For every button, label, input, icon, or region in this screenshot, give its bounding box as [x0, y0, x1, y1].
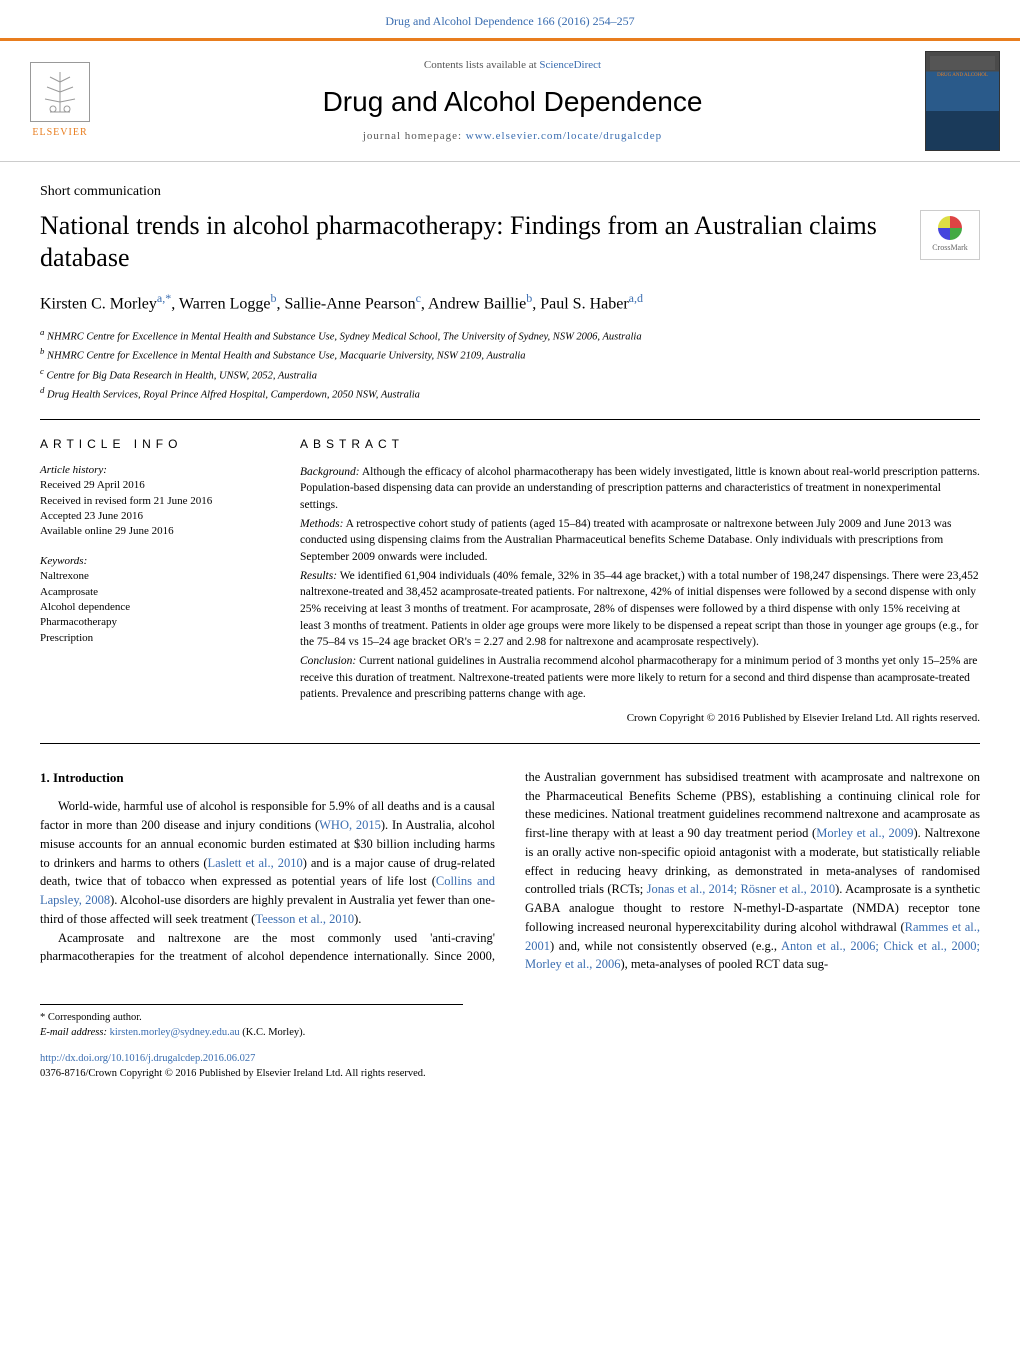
- abstract-section: Conclusion: Current national guidelines …: [300, 653, 980, 703]
- abstract-section: Methods: A retrospective cohort study of…: [300, 516, 980, 566]
- keyword-item: Pharmacotherapy: [40, 615, 260, 630]
- author-email-link[interactable]: kirsten.morley@sydney.edu.au: [110, 1027, 240, 1038]
- ref-jonas-rosner[interactable]: Jonas et al., 2014; Rösner et al., 2010: [647, 882, 836, 896]
- ref-morley-2009[interactable]: Morley et al., 2009: [816, 826, 913, 840]
- affiliation-line: a NHMRC Centre for Excellence in Mental …: [40, 326, 980, 345]
- author-affil-sup: a,*: [157, 291, 171, 305]
- abstract-section: Results: We identified 61,904 individual…: [300, 568, 980, 651]
- ref-who-2015[interactable]: WHO, 2015: [319, 818, 381, 832]
- author-name: Andrew Baillie: [428, 295, 526, 312]
- keyword-item: Alcohol dependence: [40, 600, 260, 615]
- author-name: Paul S. Haber: [540, 295, 628, 312]
- cover-title-text: DRUG AND ALCOHOL: [930, 72, 995, 79]
- abstract-copyright: Crown Copyright © 2016 Published by Else…: [300, 711, 980, 727]
- contents-prefix: Contents lists available at: [424, 59, 539, 71]
- journal-homepage-link[interactable]: www.elsevier.com/locate/drugalcdep: [466, 130, 662, 142]
- journal-name: Drug and Alcohol Dependence: [120, 82, 905, 121]
- abstract-section: Background: Although the efficacy of alc…: [300, 464, 980, 514]
- page-header-citation: Drug and Alcohol Dependence 166 (2016) 2…: [0, 0, 1020, 38]
- sciencedirect-link[interactable]: ScienceDirect: [539, 59, 601, 71]
- journal-cover-thumbnail: DRUG AND ALCOHOL: [925, 51, 1000, 151]
- issn-copyright-line: 0376-8716/Crown Copyright © 2016 Publish…: [40, 1067, 980, 1082]
- elsevier-logo: ELSEVIER: [20, 56, 100, 146]
- doi-block: http://dx.doi.org/10.1016/j.drugalcdep.2…: [40, 1052, 980, 1081]
- keyword-item: Acamprosate: [40, 585, 260, 600]
- corresponding-email-line: E-mail address: kirsten.morley@sydney.ed…: [40, 1026, 463, 1041]
- history-line: Received 29 April 2016: [40, 478, 260, 493]
- abstract-heading: ABSTRACT: [300, 436, 980, 453]
- affiliations-list: a NHMRC Centre for Excellence in Mental …: [40, 326, 980, 403]
- author-affil-sup: b: [526, 291, 532, 305]
- author-name: Sallie-Anne Pearson: [284, 295, 415, 312]
- journal-homepage-line: journal homepage: www.elsevier.com/locat…: [120, 129, 905, 144]
- header-center: Contents lists available at ScienceDirec…: [120, 58, 905, 144]
- affiliation-line: c Centre for Big Data Research in Health…: [40, 365, 980, 384]
- doi-link[interactable]: http://dx.doi.org/10.1016/j.drugalcdep.2…: [40, 1053, 255, 1064]
- author-name: Warren Logge: [179, 295, 271, 312]
- ref-teesson-2010[interactable]: Teesson et al., 2010: [255, 912, 354, 926]
- article-type: Short communication: [40, 182, 980, 202]
- homepage-prefix: journal homepage:: [363, 130, 466, 142]
- article-info-heading: ARTICLE INFO: [40, 436, 260, 453]
- author-affil-sup: a,d: [629, 291, 643, 305]
- keywords-label: Keywords:: [40, 554, 260, 569]
- intro-paragraph-1: World-wide, harmful use of alcohol is re…: [40, 797, 495, 928]
- corresponding-author-footer: * Corresponding author. E-mail address: …: [40, 1004, 463, 1040]
- crossmark-label: CrossMark: [932, 242, 968, 253]
- author-list: Kirsten C. Morleya,*, Warren Loggeb, Sal…: [40, 289, 980, 316]
- article-history-label: Article history:: [40, 463, 260, 478]
- author-name: Kirsten C. Morley: [40, 295, 157, 312]
- history-line: Accepted 23 June 2016: [40, 509, 260, 524]
- contents-available-line: Contents lists available at ScienceDirec…: [120, 58, 905, 73]
- citation-link[interactable]: Drug and Alcohol Dependence 166 (2016) 2…: [385, 14, 634, 28]
- affiliation-line: b NHMRC Centre for Excellence in Mental …: [40, 345, 980, 364]
- corresponding-author-label: * Corresponding author.: [40, 1011, 463, 1026]
- introduction-heading: 1. Introduction: [40, 768, 495, 788]
- elsevier-tree-icon: [30, 62, 90, 122]
- history-line: Available online 29 June 2016: [40, 524, 260, 539]
- affiliation-line: d Drug Health Services, Royal Prince Alf…: [40, 384, 980, 403]
- keyword-item: Naltrexone: [40, 569, 260, 584]
- journal-header-bar: ELSEVIER Contents lists available at Sci…: [0, 38, 1020, 162]
- article-title: National trends in alcohol pharmacothera…: [40, 210, 900, 275]
- article-info-column: ARTICLE INFO Article history: Received 2…: [40, 436, 260, 727]
- history-line: Received in revised form 21 June 2016: [40, 494, 260, 509]
- author-affil-sup: b: [270, 291, 276, 305]
- divider: [40, 419, 980, 420]
- divider: [40, 743, 980, 744]
- elsevier-label: ELSEVIER: [32, 126, 87, 140]
- crossmark-badge[interactable]: CrossMark: [920, 210, 980, 260]
- crossmark-icon: [938, 216, 962, 240]
- keyword-item: Prescription: [40, 631, 260, 646]
- author-affil-sup: c: [416, 291, 421, 305]
- main-text: 1. Introduction World-wide, harmful use …: [40, 768, 980, 974]
- abstract-column: ABSTRACT Background: Although the effica…: [300, 436, 980, 727]
- ref-laslett-2010[interactable]: Laslett et al., 2010: [208, 856, 303, 870]
